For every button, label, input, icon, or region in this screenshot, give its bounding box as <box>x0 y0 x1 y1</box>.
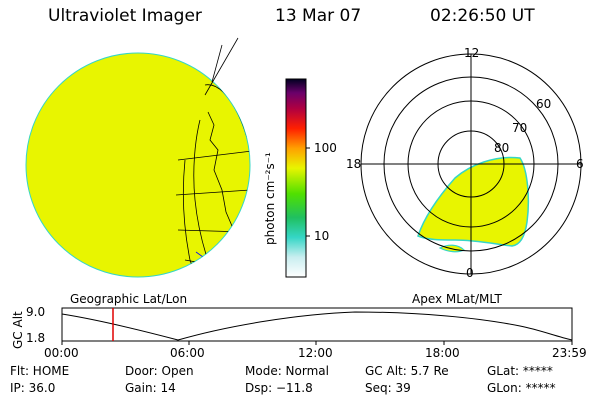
mlt-label-0: 0 <box>466 266 474 280</box>
time-tick: 00:00 <box>44 346 79 360</box>
color-bar <box>285 78 310 278</box>
geographic-caption: Geographic Lat/Lon <box>70 292 188 306</box>
mlt-label-18: 18 <box>346 157 362 171</box>
colorbar-label: photon cm⁻²s⁻¹ <box>263 152 277 245</box>
filter-status: Flt: HOME <box>10 364 70 378</box>
door-status: Door: Open <box>125 364 194 378</box>
seq-status: Seq: 39 <box>365 381 411 395</box>
geographic-image <box>25 37 251 278</box>
colorbar-tick-100: 100 <box>314 141 337 155</box>
time-tick: 12:00 <box>298 346 333 360</box>
mlt-label-6: 6 <box>576 157 584 171</box>
apex-caption: Apex MLat/MLT <box>412 292 502 306</box>
time-tick: 23:59 <box>552 346 587 360</box>
polar-plot <box>360 53 582 275</box>
time-label: 02:26:50 UT <box>430 6 535 26</box>
time-tick: 18:00 <box>425 346 460 360</box>
altitude-curve <box>61 311 573 341</box>
ip-status: IP: 36.0 <box>10 381 56 395</box>
altitude-ytick-high: 9.0 <box>26 305 46 319</box>
gc-alt-status: GC Alt: 5.7 Re <box>365 364 449 378</box>
date-label: 13 Mar 07 <box>275 6 362 26</box>
glon-status: GLon: ***** <box>487 381 556 395</box>
gain-status: Gain: 14 <box>125 381 176 395</box>
lat-label-80: 80 <box>494 141 510 155</box>
altitude-ytick-low: 1.8 <box>26 331 46 345</box>
time-tick: 06:00 <box>170 346 205 360</box>
dsp-status: Dsp: −11.8 <box>245 381 313 395</box>
lat-label-60: 60 <box>536 97 552 111</box>
instrument-title: Ultraviolet Imager <box>48 6 202 26</box>
altitude-plot <box>61 307 573 345</box>
altitude-ylabel: GC Alt <box>11 311 25 349</box>
lat-label-70: 70 <box>512 121 528 135</box>
mode-status: Mode: Normal <box>245 364 329 378</box>
mlt-label-12: 12 <box>464 46 480 60</box>
glat-status: GLat: ***** <box>487 364 553 378</box>
colorbar-tick-10: 10 <box>314 229 330 243</box>
